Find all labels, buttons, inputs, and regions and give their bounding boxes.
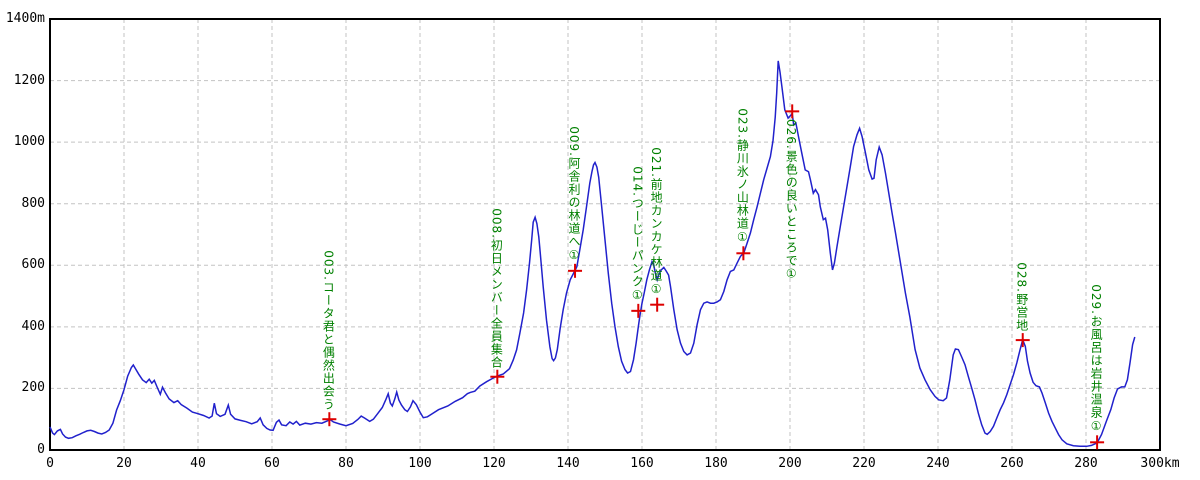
- x-tick-label: 60: [264, 456, 280, 471]
- x-tick-label: 220: [852, 456, 876, 471]
- waypoint-label: 023.静川氷ノ山林道①: [735, 108, 750, 246]
- plot-border: [49, 18, 1161, 451]
- y-tick-label: 800: [21, 195, 45, 211]
- x-tick-label: 300km: [1140, 456, 1180, 471]
- x-tick-label: 120: [482, 456, 506, 471]
- y-tick-label: 600: [21, 257, 45, 273]
- y-tick-label: 1400m: [5, 11, 45, 26]
- waypoint-label: 008.初日メンバー全員集合: [489, 208, 504, 369]
- waypoint-label: 021.前地カンカケ林道①: [649, 146, 664, 297]
- x-tick-label: 40: [190, 456, 206, 471]
- x-tick-label: 0: [46, 456, 54, 471]
- x-tick-label: 280: [1074, 456, 1098, 471]
- x-tick-label: 80: [338, 456, 354, 471]
- x-tick-label: 240: [926, 456, 950, 471]
- x-tick-label: 20: [116, 456, 132, 471]
- waypoint-label: 026.景色の良いところで①: [784, 119, 799, 283]
- x-tick-label: 160: [630, 456, 654, 471]
- x-tick-label: 100: [408, 456, 432, 471]
- waypoint-label: 028.野営地: [1014, 262, 1029, 333]
- y-tick-label: 1200: [13, 72, 45, 88]
- y-tick-label: 0: [37, 442, 45, 457]
- y-tick-label: 1000: [13, 134, 45, 150]
- waypoint-label: 029.お風呂は岩井温泉①: [1089, 284, 1104, 435]
- elevation-profile-line: [49, 60, 1136, 448]
- x-tick-label: 140: [556, 456, 580, 471]
- x-tick-label: 200: [778, 456, 802, 471]
- waypoint-label: 014.つーじーパンク①: [630, 166, 645, 303]
- y-tick-label: 400: [21, 318, 45, 334]
- x-tick-label: 180: [704, 456, 728, 471]
- x-tick-label: 260: [1000, 456, 1024, 471]
- waypoint-label: 009.阿舎利の林道へ①: [567, 126, 582, 263]
- y-tick-label: 200: [21, 380, 45, 396]
- waypoint-label: 003.コータ君と偶然出会う: [321, 250, 336, 412]
